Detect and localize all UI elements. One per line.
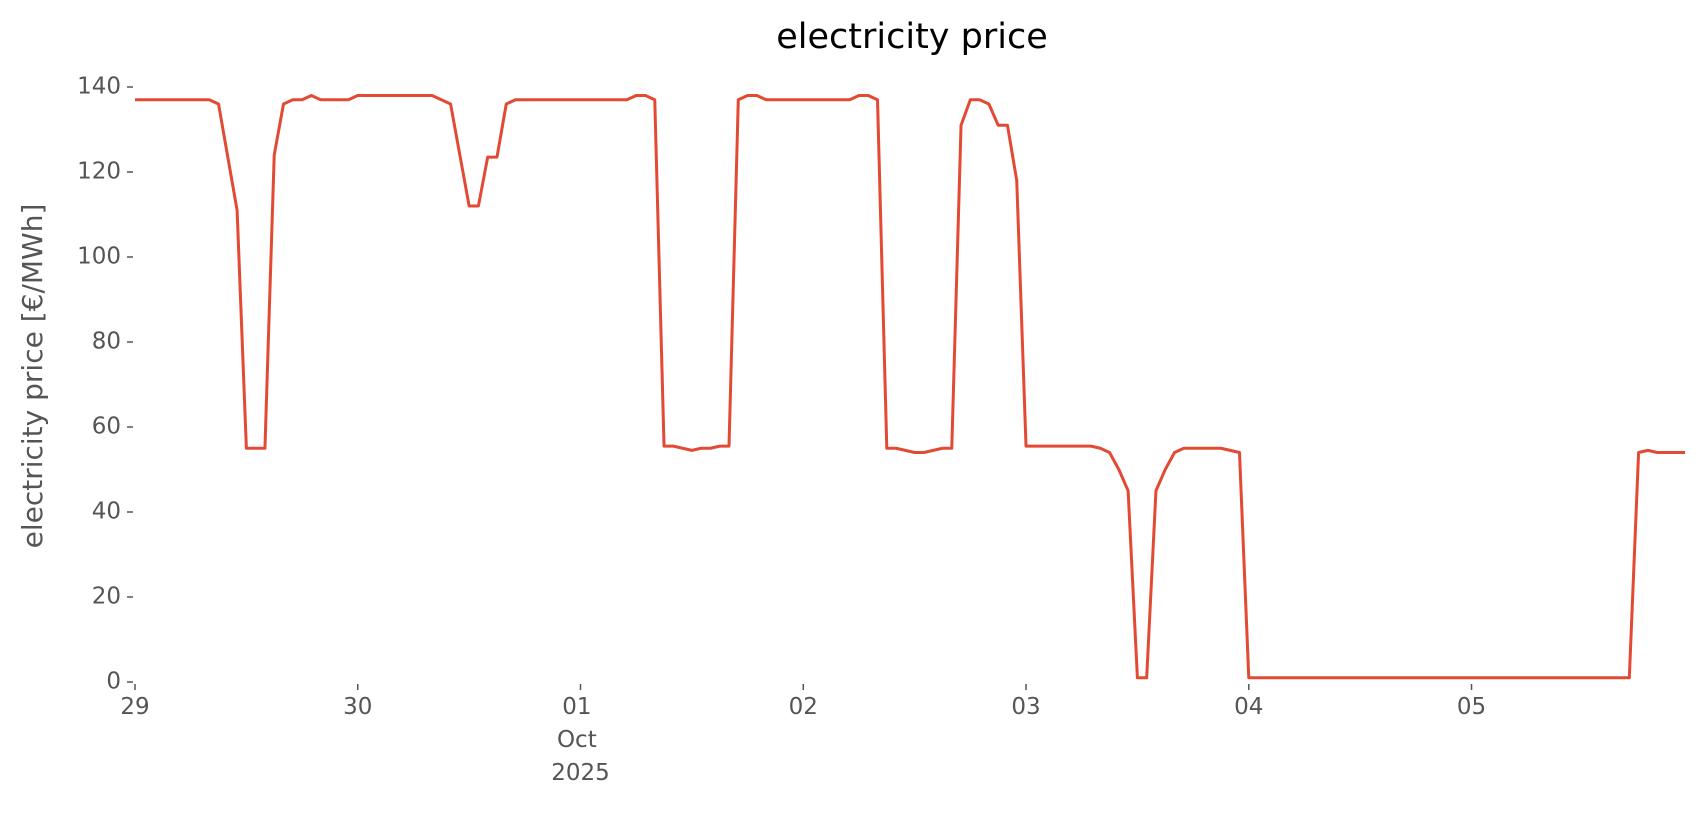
y-tick-label: 140 [77,74,121,100]
y-tick-label: 120 [77,159,121,185]
chart-title: electricity price [776,17,1048,57]
y-tick-label: 40 [92,499,121,525]
x-tick-label: 03 [1011,694,1040,720]
y-tick-label: 100 [77,244,121,270]
x-tick-label: 29 [120,694,149,720]
x-tick-label: 05 [1457,694,1486,720]
x-tick-label: 02 [789,694,818,720]
x-tick-label: 04 [1234,694,1263,720]
y-tick-label: 20 [92,584,121,610]
y-tick-label: 60 [92,414,121,440]
y-axis-label: electricity price [€/MWh] [16,204,49,549]
y-tick-label: 0 [106,669,121,695]
price-line [135,94,1685,680]
x-tick-label: 01 Oct 2025 [551,694,610,786]
x-tick-label: 30 [343,694,372,720]
y-tick-label: 80 [92,329,121,355]
